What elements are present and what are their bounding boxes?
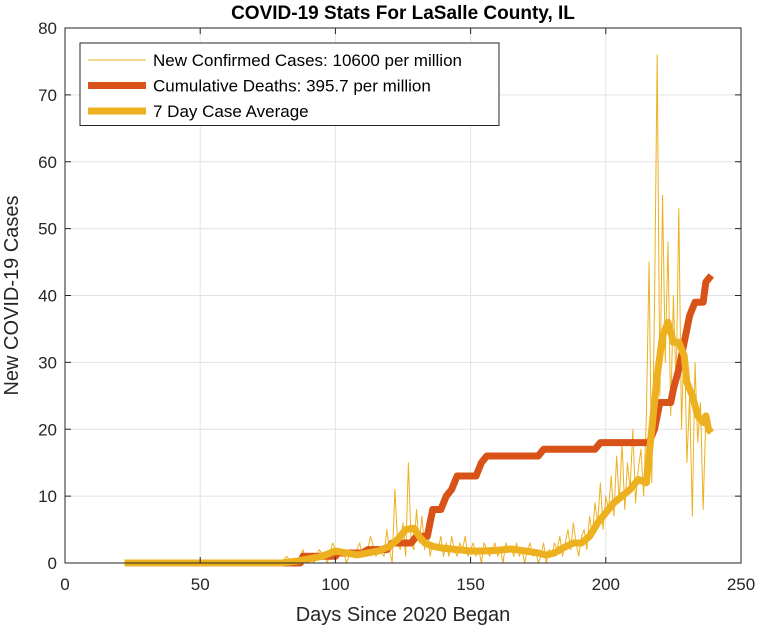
legend: New Confirmed Cases: 10600 per million Cu… — [79, 42, 500, 126]
chart-title: COVID-19 Stats For LaSalle County, IL — [231, 3, 575, 24]
y-tick-label: 10 — [38, 487, 57, 506]
y-tick-label: 70 — [38, 86, 57, 105]
x-tick-label: 0 — [60, 575, 69, 594]
y-tick-label: 40 — [38, 287, 57, 306]
x-tick-label: 100 — [321, 575, 349, 594]
legend-entry-label: Cumulative Deaths: 395.7 per million — [153, 77, 431, 96]
series-line-3 — [124, 318, 714, 567]
y-tick-label: 0 — [48, 554, 57, 573]
axis-ticks: 0 50 100 150 200 250 0 10 20 30 40 50 60 70 80 — [38, 19, 755, 594]
x-axis-label: Days Since 2020 Began — [296, 604, 511, 626]
x-tick-label: 200 — [592, 575, 620, 594]
series-layer — [124, 54, 714, 567]
legend-box — [79, 42, 500, 126]
y-tick-label: 20 — [38, 420, 57, 439]
x-tick-label: 50 — [191, 575, 210, 594]
x-tick-label: 250 — [727, 575, 755, 594]
y-tick-label: 30 — [38, 353, 57, 372]
y-axis-label: New COVID-19 Cases — [1, 195, 23, 395]
y-tick-label: 60 — [38, 153, 57, 172]
y-tick-label: 80 — [38, 19, 57, 38]
legend-entry-label: 7 Day Case Average — [153, 102, 309, 121]
y-tick-label: 50 — [38, 220, 57, 239]
legend-entry-label: New Confirmed Cases: 10600 per million — [153, 51, 462, 70]
x-tick-label: 150 — [456, 575, 484, 594]
